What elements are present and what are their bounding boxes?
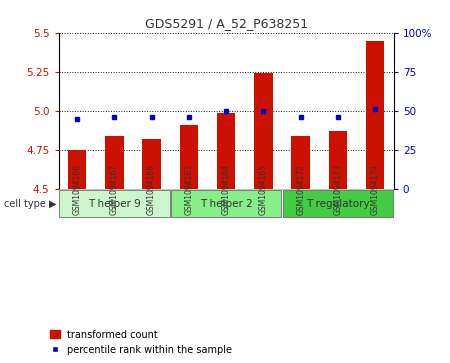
FancyBboxPatch shape — [171, 190, 281, 217]
Text: GSM1094172: GSM1094172 — [296, 164, 305, 215]
Bar — [366, 41, 384, 189]
Bar — [105, 136, 124, 189]
Bar — [217, 113, 235, 189]
Text: T helper 9: T helper 9 — [88, 199, 141, 209]
Text: GSM1094167: GSM1094167 — [110, 164, 119, 215]
Bar — [68, 150, 86, 189]
Text: GSM1094165: GSM1094165 — [259, 164, 268, 215]
Text: GSM1094163: GSM1094163 — [184, 164, 194, 215]
Legend: transformed count, percentile rank within the sample: transformed count, percentile rank withi… — [50, 330, 232, 355]
Text: GSM1094174: GSM1094174 — [371, 164, 380, 215]
Title: GDS5291 / A_52_P638251: GDS5291 / A_52_P638251 — [144, 17, 308, 30]
Bar — [291, 136, 310, 189]
Bar — [180, 125, 198, 189]
Text: GSM1094164: GSM1094164 — [221, 164, 230, 215]
Bar — [328, 131, 347, 189]
Bar — [142, 139, 161, 189]
FancyBboxPatch shape — [283, 190, 393, 217]
Text: T helper 2: T helper 2 — [200, 199, 252, 209]
Text: GSM1094173: GSM1094173 — [333, 164, 342, 215]
Bar — [254, 73, 273, 189]
FancyBboxPatch shape — [59, 190, 170, 217]
Text: T regulatory: T regulatory — [306, 199, 370, 209]
Text: GSM1094168: GSM1094168 — [147, 164, 156, 215]
Text: GSM1094166: GSM1094166 — [72, 164, 81, 215]
Text: cell type ▶: cell type ▶ — [4, 199, 57, 209]
